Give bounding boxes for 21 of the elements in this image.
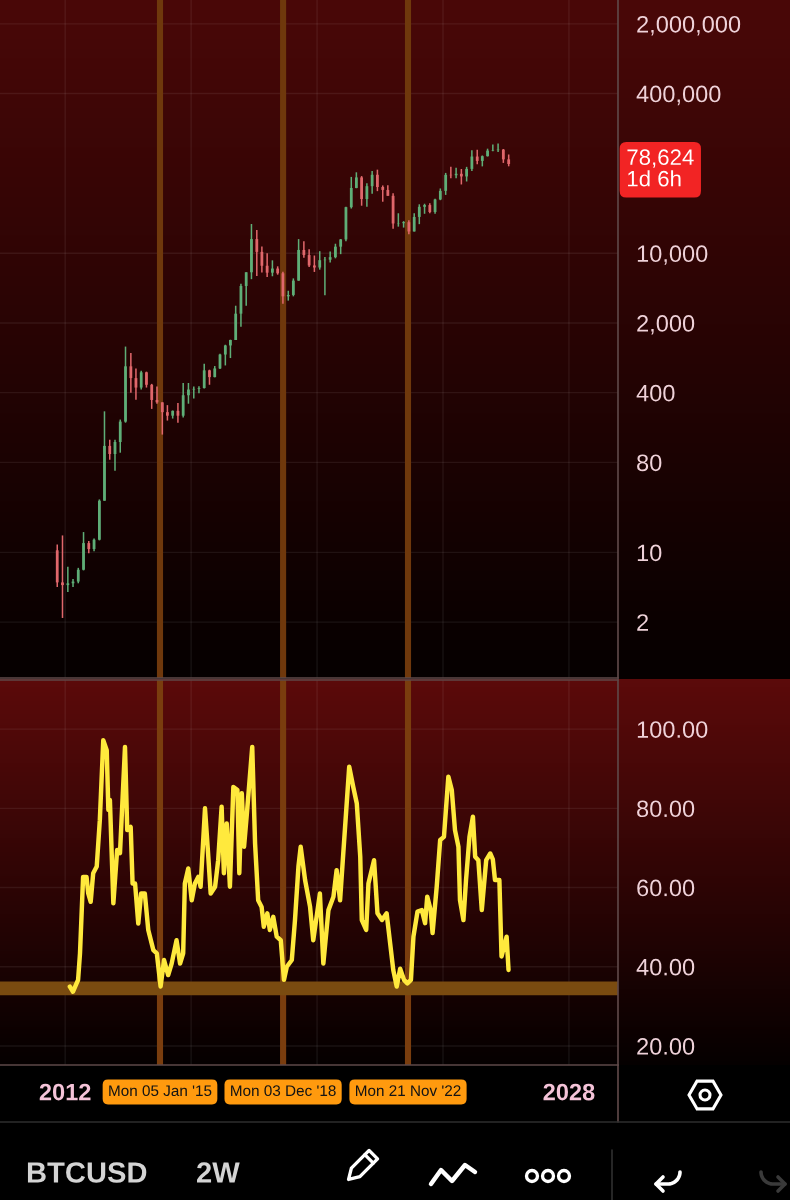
y-tick-label: 100.00 <box>637 721 708 738</box>
ref-line-label: Mon 21 Nov '22 <box>356 1085 461 1097</box>
y-tick-label: 2 <box>637 614 648 631</box>
y-tick-label: 10,000 <box>637 245 708 265</box>
y-tick-label: 40.00 <box>636 958 695 976</box>
y-tick-label: 20.00 <box>637 1038 695 1055</box>
x-tick-label: 2028 <box>543 1083 595 1101</box>
y-tick-label: 80 <box>637 454 662 472</box>
text: 2W <box>197 1162 240 1183</box>
ref-line-label: Mon 05 Jan '15 <box>109 1085 212 1097</box>
text: BTCUSD <box>27 1162 147 1183</box>
x-tick-label: 2012 <box>39 1083 91 1101</box>
y-tick-label: 60.00 <box>637 879 695 897</box>
y-tick-label: 10 <box>637 544 662 562</box>
y-tick-label: 80.00 <box>637 800 695 818</box>
y-tick-label: 2,000,000 <box>637 15 741 36</box>
y-tick-label: 2,000 <box>637 315 695 335</box>
y-tick-label: 400 <box>636 384 675 402</box>
y-tick-label: 400,000 <box>636 85 721 106</box>
text: 78,624 1d 6h <box>627 149 694 187</box>
ref-line-label: Mon 03 Dec '18 <box>231 1085 336 1097</box>
